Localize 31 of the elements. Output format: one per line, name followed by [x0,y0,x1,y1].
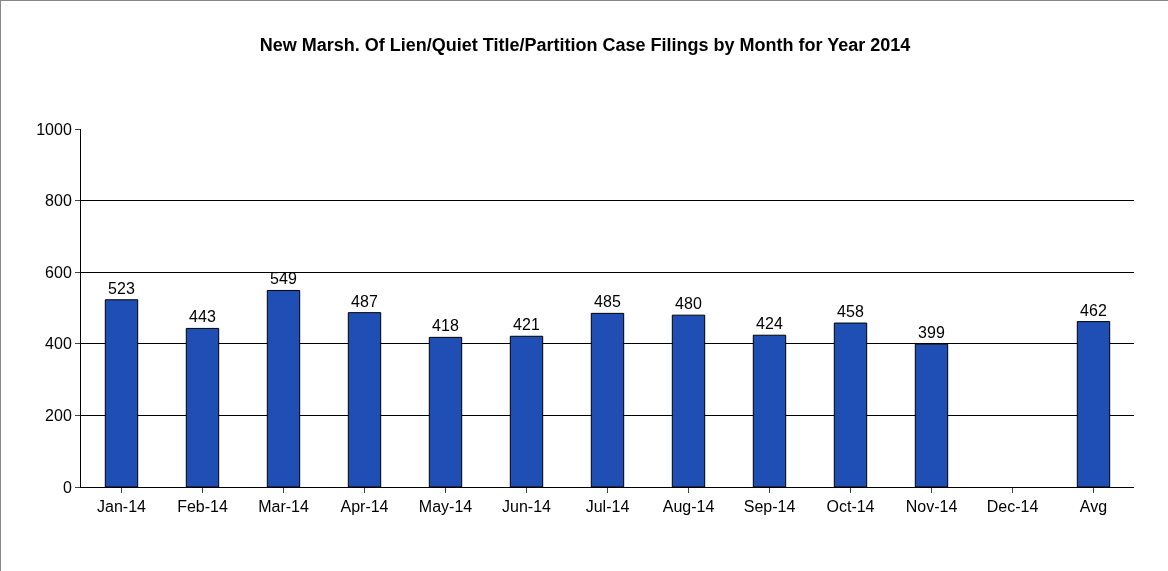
data-label: 421 [513,316,540,334]
x-tick-label: Oct-14 [826,498,875,516]
y-tick-label: 800 [45,192,72,210]
data-label: 458 [837,303,864,321]
x-tick-label: Aug-14 [662,498,715,516]
x-tick-label: Mar-14 [258,498,309,516]
data-label: 487 [351,292,378,310]
x-tick-label: Jun-14 [502,498,552,516]
chart-title: New Marsh. Of Lien/Quiet Title/Partition Case Filings by Month for Year 2014 [259,34,911,55]
y-tick-label: 400 [45,335,72,353]
data-label: 399 [918,324,945,342]
data-label: 462 [1080,301,1107,319]
x-tick-label: Avg [1079,498,1108,516]
x-tick-label: Feb-14 [177,498,228,516]
data-label: 480 [675,295,702,313]
data-label: 485 [594,293,621,311]
x-tick-label: Jan-14 [97,498,147,516]
y-tick-label: 0 [62,478,72,496]
data-label: 443 [189,308,216,326]
x-tick-label: Sep-14 [743,498,796,516]
x-tick-label: Dec-14 [986,498,1039,516]
data-label: 418 [432,317,459,335]
data-label: 523 [108,279,135,297]
y-tick-label: 600 [45,263,72,281]
x-tick-label: Jul-14 [585,498,630,516]
x-tick-label: Apr-14 [340,498,389,516]
x-tick-label: Nov-14 [905,498,958,516]
y-tick-label: 200 [45,407,72,424]
data-label: 424 [756,315,783,333]
x-tick-label: May-14 [418,498,473,516]
y-tick-label: 1000 [36,120,72,138]
